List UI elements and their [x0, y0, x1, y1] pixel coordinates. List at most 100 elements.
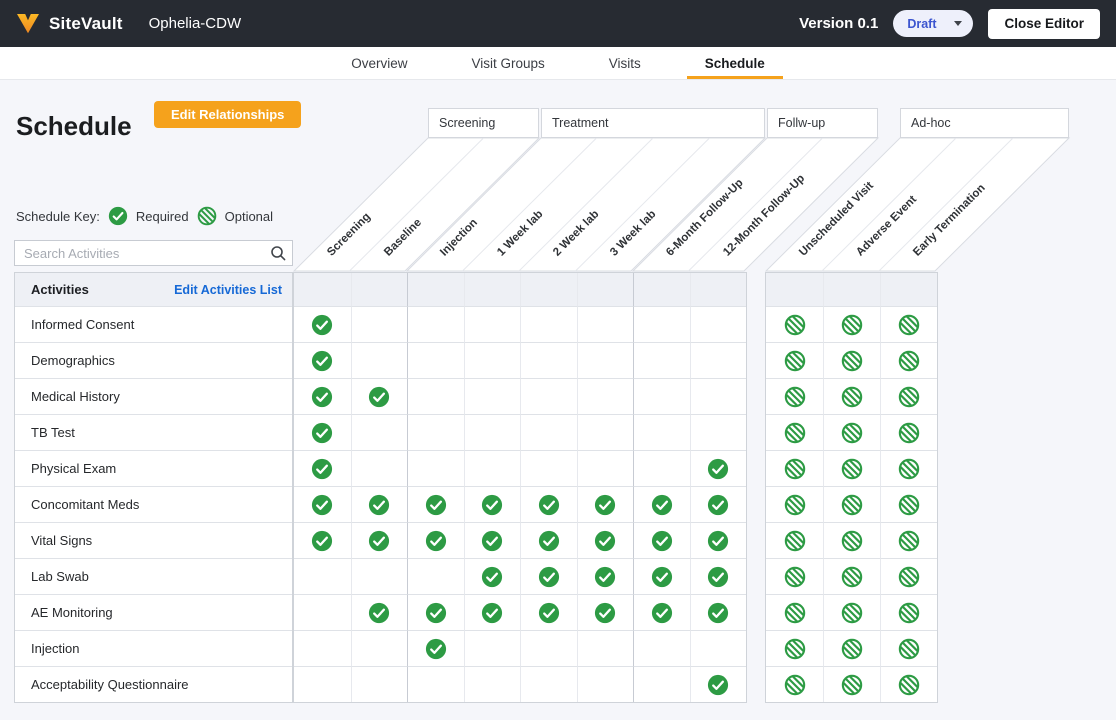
- schedule-cell[interactable]: [766, 414, 823, 450]
- schedule-cell[interactable]: [823, 666, 880, 702]
- schedule-cell[interactable]: [880, 630, 937, 666]
- tab-schedule[interactable]: Schedule: [687, 47, 783, 79]
- schedule-cell[interactable]: [407, 594, 464, 630]
- schedule-cell[interactable]: [577, 522, 634, 558]
- schedule-cell[interactable]: [633, 486, 690, 522]
- schedule-cell[interactable]: [880, 666, 937, 702]
- schedule-cell[interactable]: [464, 522, 521, 558]
- schedule-cell[interactable]: [633, 630, 690, 666]
- schedule-cell[interactable]: [294, 414, 351, 450]
- schedule-cell[interactable]: [880, 522, 937, 558]
- schedule-cell[interactable]: [577, 378, 634, 414]
- schedule-cell[interactable]: [766, 378, 823, 414]
- schedule-cell[interactable]: [577, 486, 634, 522]
- schedule-cell[interactable]: [520, 486, 577, 522]
- schedule-cell[interactable]: [464, 558, 521, 594]
- schedule-cell[interactable]: [407, 666, 464, 702]
- schedule-cell[interactable]: [633, 378, 690, 414]
- schedule-cell[interactable]: [351, 342, 408, 378]
- schedule-cell[interactable]: [464, 342, 521, 378]
- schedule-cell[interactable]: [294, 522, 351, 558]
- schedule-cell[interactable]: [520, 558, 577, 594]
- schedule-cell[interactable]: [690, 522, 747, 558]
- schedule-cell[interactable]: [407, 342, 464, 378]
- schedule-cell[interactable]: [633, 342, 690, 378]
- schedule-cell[interactable]: [294, 630, 351, 666]
- schedule-cell[interactable]: [577, 666, 634, 702]
- schedule-cell[interactable]: [577, 558, 634, 594]
- schedule-cell[interactable]: [351, 414, 408, 450]
- schedule-cell[interactable]: [294, 450, 351, 486]
- schedule-cell[interactable]: [766, 522, 823, 558]
- search-input[interactable]: [14, 240, 293, 266]
- schedule-cell[interactable]: [407, 306, 464, 342]
- schedule-cell[interactable]: [880, 558, 937, 594]
- tab-visits[interactable]: Visits: [591, 47, 659, 79]
- schedule-cell[interactable]: [880, 450, 937, 486]
- schedule-cell[interactable]: [464, 306, 521, 342]
- schedule-cell[interactable]: [407, 378, 464, 414]
- schedule-cell[interactable]: [823, 450, 880, 486]
- schedule-cell[interactable]: [577, 450, 634, 486]
- schedule-cell[interactable]: [520, 378, 577, 414]
- schedule-cell[interactable]: [294, 306, 351, 342]
- schedule-cell[interactable]: [690, 486, 747, 522]
- schedule-cell[interactable]: [520, 630, 577, 666]
- schedule-cell[interactable]: [464, 486, 521, 522]
- tab-overview[interactable]: Overview: [333, 47, 425, 79]
- schedule-cell[interactable]: [823, 306, 880, 342]
- schedule-cell[interactable]: [577, 306, 634, 342]
- schedule-cell[interactable]: [407, 486, 464, 522]
- schedule-cell[interactable]: [464, 666, 521, 702]
- schedule-cell[interactable]: [690, 450, 747, 486]
- schedule-cell[interactable]: [407, 630, 464, 666]
- schedule-cell[interactable]: [577, 594, 634, 630]
- schedule-cell[interactable]: [690, 378, 747, 414]
- schedule-cell[interactable]: [880, 378, 937, 414]
- tab-visit-groups[interactable]: Visit Groups: [453, 47, 562, 79]
- schedule-cell[interactable]: [766, 450, 823, 486]
- schedule-cell[interactable]: [823, 342, 880, 378]
- schedule-cell[interactable]: [464, 414, 521, 450]
- close-editor-button[interactable]: Close Editor: [988, 9, 1100, 39]
- schedule-cell[interactable]: [294, 666, 351, 702]
- schedule-cell[interactable]: [823, 486, 880, 522]
- schedule-cell[interactable]: [464, 630, 521, 666]
- schedule-cell[interactable]: [766, 594, 823, 630]
- schedule-cell[interactable]: [823, 594, 880, 630]
- schedule-cell[interactable]: [633, 414, 690, 450]
- schedule-cell[interactable]: [351, 594, 408, 630]
- schedule-cell[interactable]: [690, 342, 747, 378]
- schedule-cell[interactable]: [690, 414, 747, 450]
- schedule-cell[interactable]: [520, 342, 577, 378]
- schedule-cell[interactable]: [766, 630, 823, 666]
- schedule-cell[interactable]: [880, 306, 937, 342]
- schedule-cell[interactable]: [880, 414, 937, 450]
- schedule-cell[interactable]: [351, 666, 408, 702]
- schedule-cell[interactable]: [407, 414, 464, 450]
- schedule-cell[interactable]: [351, 558, 408, 594]
- schedule-cell[interactable]: [690, 558, 747, 594]
- schedule-cell[interactable]: [690, 594, 747, 630]
- schedule-cell[interactable]: [294, 558, 351, 594]
- schedule-cell[interactable]: [407, 522, 464, 558]
- schedule-cell[interactable]: [294, 486, 351, 522]
- schedule-cell[interactable]: [520, 522, 577, 558]
- schedule-cell[interactable]: [766, 486, 823, 522]
- schedule-cell[interactable]: [766, 666, 823, 702]
- schedule-cell[interactable]: [464, 594, 521, 630]
- schedule-cell[interactable]: [823, 522, 880, 558]
- edit-activities-list-link[interactable]: Edit Activities List: [174, 283, 282, 297]
- schedule-cell[interactable]: [351, 522, 408, 558]
- schedule-cell[interactable]: [520, 666, 577, 702]
- schedule-cell[interactable]: [690, 666, 747, 702]
- schedule-cell[interactable]: [823, 558, 880, 594]
- schedule-cell[interactable]: [520, 594, 577, 630]
- schedule-cell[interactable]: [351, 378, 408, 414]
- status-dropdown[interactable]: Draft: [893, 10, 973, 37]
- schedule-cell[interactable]: [823, 378, 880, 414]
- schedule-cell[interactable]: [464, 450, 521, 486]
- schedule-cell[interactable]: [823, 630, 880, 666]
- schedule-cell[interactable]: [407, 450, 464, 486]
- schedule-cell[interactable]: [577, 630, 634, 666]
